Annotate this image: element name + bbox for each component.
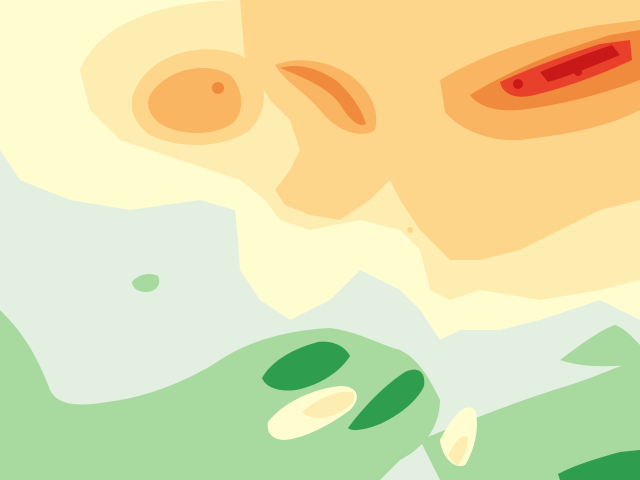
lowland-green-light-northeast <box>560 325 640 367</box>
peak-red-spot <box>574 68 582 76</box>
lowland-green-dark-east <box>558 450 640 480</box>
lowland-green-dark-central <box>348 369 425 431</box>
plateau-yellow-southeast-patch <box>448 436 468 466</box>
highland-spot <box>212 82 224 94</box>
highland-spot <box>407 227 413 233</box>
ridge-orange-dark-central <box>280 65 366 125</box>
peak-red-spot <box>513 79 523 89</box>
peak-dark-red-region <box>540 45 620 82</box>
upland-cream-southeast-patch <box>440 407 477 467</box>
plateau-yellow-south-patch <box>302 391 355 418</box>
lowland-green-dark-west <box>262 341 350 391</box>
lowland-green-light-island <box>132 274 160 292</box>
lowland-green-light-east <box>420 360 640 480</box>
